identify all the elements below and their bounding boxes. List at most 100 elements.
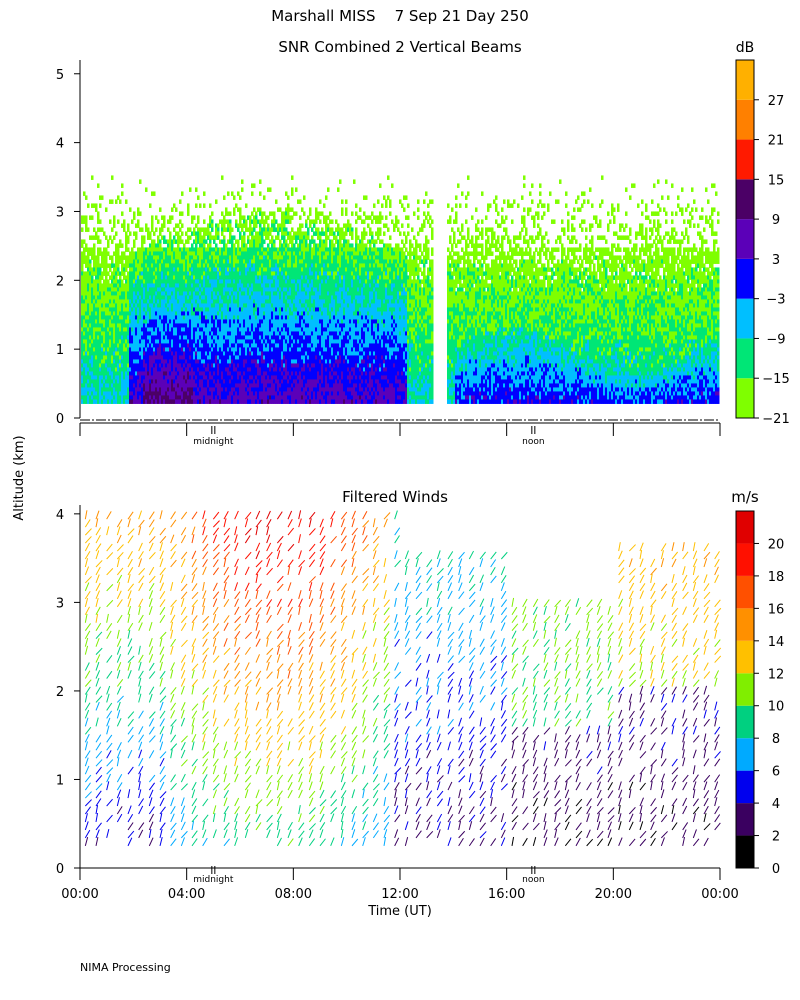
wind-barb (532, 638, 539, 647)
wind-barb (415, 677, 419, 687)
wind-barb (522, 694, 529, 703)
footer-credit: NIMA Processing (80, 961, 171, 974)
wind-barb (692, 725, 697, 735)
wind-barb (426, 702, 432, 711)
wind-barb (671, 638, 678, 647)
wind-barb (671, 758, 678, 767)
wind-barb (212, 534, 218, 544)
wind-barb (596, 678, 603, 687)
wind-barb (319, 566, 325, 576)
wind-barb (618, 686, 625, 695)
wind-barb (362, 520, 370, 528)
wind-barb (671, 655, 679, 663)
wind-barb (639, 567, 647, 576)
wind-barb (148, 582, 155, 592)
wind-barb (404, 606, 409, 615)
wind-barb (148, 693, 153, 703)
wind-barb (319, 631, 326, 640)
wind-barb (255, 765, 260, 775)
wind-barb (490, 597, 494, 607)
wind-barb (383, 725, 388, 735)
wind-barb (351, 821, 356, 831)
wind-barb (212, 805, 217, 815)
wind-barb (202, 758, 209, 767)
wind-barb (180, 662, 186, 671)
wind-barb (319, 799, 327, 807)
wind-barb (618, 598, 624, 608)
wind-barb (703, 733, 707, 743)
wind-barb (244, 709, 248, 719)
wind-barb (372, 607, 380, 616)
snr-colorbar-label: 3 (772, 253, 780, 268)
wind-barb (404, 621, 409, 631)
wind-barb (84, 623, 91, 632)
wind-barb (383, 719, 391, 727)
winds-y-tick-label: 3 (56, 596, 64, 611)
wind-barb (447, 741, 451, 751)
wind-barb (383, 773, 388, 783)
wind-barb (266, 799, 274, 807)
wind-barb (330, 511, 336, 520)
wind-barb (479, 773, 483, 783)
wind-barb (106, 584, 114, 592)
wind-barb (394, 709, 399, 719)
wind-barb (84, 613, 88, 623)
wind-barb (543, 679, 551, 687)
wind-barb (287, 781, 293, 791)
snr-y-tick-label: 0 (56, 412, 64, 427)
wind-barb (84, 717, 89, 727)
wind-barb (116, 695, 124, 703)
wind-barb (426, 766, 432, 775)
wind-barb (479, 726, 486, 735)
wind-barb (191, 669, 195, 679)
wind-barb (95, 774, 103, 783)
wind-barb (554, 790, 561, 799)
wind-barb (287, 510, 293, 520)
wind-barb (468, 710, 475, 719)
wind-barb (586, 599, 593, 608)
wind-barb (404, 582, 408, 591)
wind-barb (500, 661, 504, 671)
wind-barb (543, 773, 547, 783)
wind-barb (95, 566, 101, 576)
wind-barb (479, 551, 486, 560)
wind-barb (287, 614, 292, 623)
wind-barb (447, 797, 451, 807)
wind-barb (703, 591, 711, 600)
wind-barb (372, 813, 378, 823)
wind-barb (671, 725, 675, 735)
wind-barb (330, 807, 338, 815)
wind-barb (628, 717, 634, 727)
wind-barb (500, 829, 506, 839)
wind-barb (127, 629, 131, 639)
wind-barb (330, 687, 337, 695)
wind-barb (671, 781, 677, 791)
wind-barb (639, 679, 647, 687)
wind-barb (298, 766, 305, 775)
wind-barb (468, 647, 476, 655)
wind-barb (362, 630, 367, 639)
y-axis-label: Altitude (km) (12, 435, 27, 520)
wind-barb (618, 757, 623, 767)
wind-barb (319, 749, 323, 759)
wind-barb (287, 519, 293, 528)
wind-barb (255, 822, 262, 831)
wind-barb (180, 558, 186, 568)
wind-barb (84, 519, 91, 528)
wind-barb (426, 773, 429, 783)
wind-barb (415, 830, 422, 839)
wind-barb (404, 558, 410, 568)
wind-barb (148, 646, 154, 655)
wind-barb (458, 551, 465, 560)
wind-barb (170, 838, 177, 847)
wind-barb (660, 623, 668, 632)
wind-barb (127, 567, 134, 576)
wind-barb (308, 686, 314, 695)
wind-barb (276, 511, 283, 520)
wind-barb (607, 821, 612, 831)
wind-barb (84, 686, 91, 695)
wind-barb (159, 637, 163, 647)
wind-barb (127, 535, 134, 544)
wind-barb (138, 614, 144, 624)
wind-barb (202, 766, 208, 775)
